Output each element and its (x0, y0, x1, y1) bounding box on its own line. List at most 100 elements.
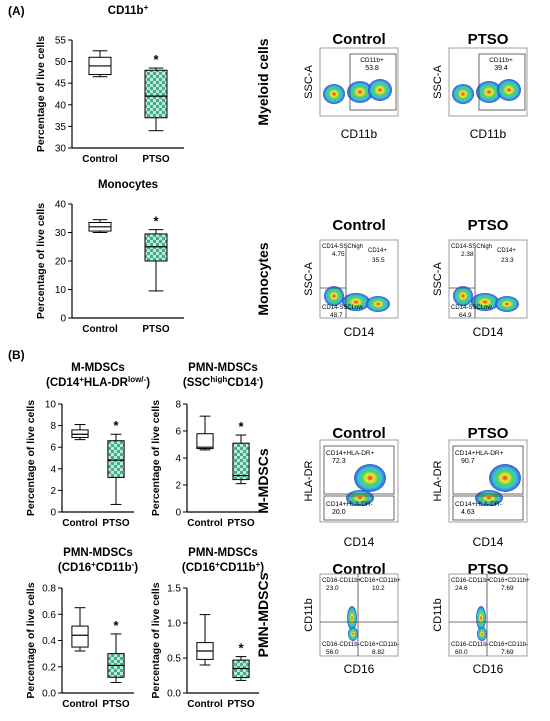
gate-name: CD14+HLA-DR+ (455, 450, 504, 457)
density-cluster (354, 464, 386, 492)
gate-name: CD11b+ (360, 57, 384, 64)
gate-name: CD14+ (368, 248, 387, 254)
title-text: ( (58, 562, 62, 574)
gate-name: CD14+ (497, 248, 516, 254)
y-axis-label: CD11b (432, 598, 444, 631)
y-tick-label: 0.0 (42, 689, 56, 700)
x-category-label: PTSO (227, 699, 254, 710)
y-tick-label: 6 (50, 443, 56, 454)
gate-name: CD16+CD11b- (489, 642, 528, 648)
box-chart-4: PMN-MDSCs(SSChighCD14-) 0 2 4 6 8 Percentage o… (150, 362, 263, 529)
y-axis-label: Percentage of live cells (35, 36, 47, 152)
box-chart-5: PMN-MDSCs(CD16+CD11b-) 0.0 0.2 0.4 0.6 0.8 Per… (25, 547, 138, 710)
gate-value: 56.0 (326, 649, 339, 656)
gate-value: 23.0 (326, 585, 339, 592)
y-axis-label: CD11b (303, 598, 315, 631)
flow-plot-control: ControlCD11bCD16CD16-CD11b+23.0CD16+CD11… (303, 561, 401, 676)
x-category-label: PTSO (102, 699, 129, 710)
x-axis-label: CD14 (473, 535, 504, 549)
chart-title-line: CD11b+ (108, 3, 149, 18)
x-category-label: Control (187, 699, 223, 710)
gate-name: CD11b+ (489, 57, 513, 64)
y-tick-label: 1.5 (167, 584, 181, 595)
x-category-label: Control (62, 518, 98, 529)
chart-title-line: PMN-MDSCs (188, 362, 258, 374)
flow-plot-control: Control HLA-DR CD14 CD14+HLA-DR+72.3 CD14+HL… (303, 425, 399, 549)
chart-title-line: (SSChighCD14-) (183, 375, 263, 390)
gate-value: 64.9 (459, 312, 472, 319)
gate-value: 48.7 (330, 312, 343, 319)
y-tick-label: 0.5 (167, 654, 181, 665)
title-text: ) (146, 377, 150, 389)
title-superscript: high (210, 375, 227, 384)
flow-plot-ptso: PTSO SSC-A CD11b CD11b+39.4 (432, 31, 528, 141)
box-ptso (144, 233, 168, 262)
y-tick-label: 30 (55, 228, 67, 239)
significance-mark: * (113, 418, 119, 433)
gate-name: CD14-SSChigh (451, 244, 492, 250)
flow-row-2: MonocytesControlSSC-ACD14CD14-SSChigh4.7… (255, 217, 528, 339)
gate-value: 7.69 (501, 649, 514, 656)
significance-mark: * (153, 214, 159, 229)
gate-value: 8.82 (372, 649, 385, 656)
gate-value: 10.2 (372, 585, 385, 592)
y-axis-label: Percentage of live cells (150, 400, 162, 516)
significance-mark: * (153, 52, 159, 67)
y-tick-label: 2 (175, 481, 181, 492)
density-cluster (495, 296, 519, 312)
title-text: ( (182, 562, 186, 574)
group-title: PTSO (468, 425, 509, 442)
gate-name: CD14+HLA-DR+ (326, 450, 375, 457)
box-ptso (144, 69, 168, 119)
y-axis-label: Percentage of live cells (25, 400, 37, 516)
gate-name: CD14-SSChigh (322, 244, 363, 250)
x-axis-label: CD14 (344, 535, 375, 549)
gate-name: CD16+CD11b+ (360, 578, 401, 584)
x-axis-label: CD11b (341, 127, 378, 141)
density-cluster (324, 286, 344, 306)
gate-name: CD16+CD11b+ (489, 578, 530, 584)
y-tick-label: 0.2 (42, 662, 56, 673)
gate-value: 20.0 (332, 509, 346, 516)
y-tick-label: 40 (55, 200, 67, 211)
gate-value: 7.69 (501, 585, 514, 592)
y-tick-label: 4 (50, 464, 56, 475)
y-axis-label: SSC-A (303, 262, 315, 296)
box-chart-3: M-MDSCs(CD14+HLA-DRlow/-)0246810Percenta… (25, 362, 150, 529)
gate-name: CD16-CD11b- (451, 642, 489, 648)
group-title: Control (332, 425, 385, 442)
y-tick-label: 0 (50, 508, 56, 519)
box-control (196, 433, 214, 450)
title-text: ) (260, 562, 264, 574)
title-superscript: + (215, 560, 220, 569)
title-text: PMN-MDSCs (188, 362, 258, 374)
group-title: PTSO (468, 217, 509, 234)
density-cluster (477, 627, 487, 641)
group-title: PTSO (468, 31, 509, 48)
title-superscript: - (132, 560, 135, 569)
gate (452, 445, 524, 495)
density-cluster (476, 606, 486, 630)
y-tick-label: 1.0 (167, 619, 181, 630)
chart-title-line: M-MDSCs (71, 362, 125, 374)
flow-row-4: PMN-MDSCsControlCD11bCD16CD16-CD11b+23.0… (255, 561, 530, 676)
y-tick-label: 6 (175, 427, 181, 438)
panel-a-label: (A) (8, 4, 25, 18)
y-tick-label: 0.6 (42, 610, 56, 621)
title-superscript: + (79, 375, 84, 384)
title-superscript: + (91, 560, 96, 569)
gate (323, 495, 395, 521)
title-text: PMN-MDSCs (63, 547, 133, 559)
density-cluster (347, 606, 357, 630)
y-tick-label: 0.4 (42, 636, 56, 647)
chart-title-line: (CD16+CD11b-) (58, 560, 138, 575)
title-superscript: low/- (128, 375, 147, 384)
y-axis-label: SSC-A (303, 65, 315, 99)
title-text: PMN-MDSCs (188, 547, 258, 559)
significance-mark: * (238, 641, 244, 656)
y-tick-label: 0 (175, 508, 181, 519)
gate-name: CD14-SSCLow (451, 305, 492, 311)
title-text: ) (134, 562, 138, 574)
